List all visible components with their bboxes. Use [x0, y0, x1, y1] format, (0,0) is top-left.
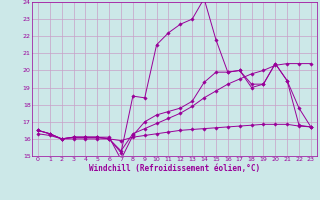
- X-axis label: Windchill (Refroidissement éolien,°C): Windchill (Refroidissement éolien,°C): [89, 164, 260, 173]
